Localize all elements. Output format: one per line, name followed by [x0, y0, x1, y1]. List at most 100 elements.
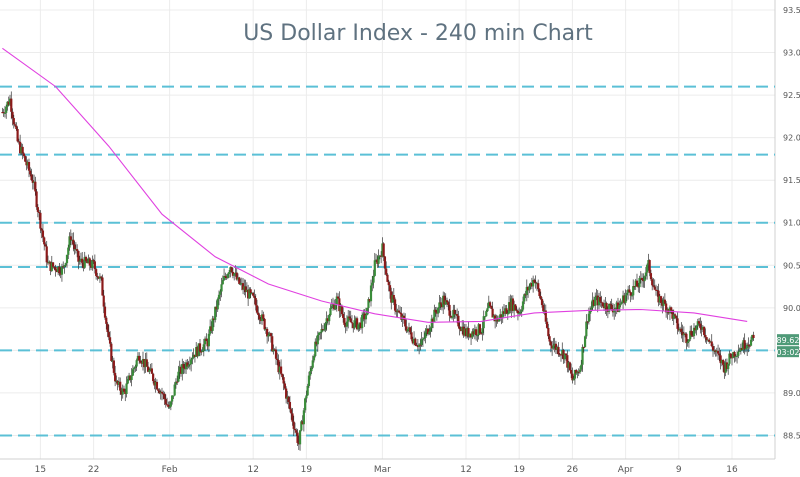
candle-down	[352, 323, 355, 329]
candle-down	[336, 296, 340, 299]
candle-up	[724, 362, 727, 373]
candle-down	[29, 170, 32, 175]
candle-down	[124, 391, 127, 395]
candle-up	[713, 350, 716, 352]
candle-down	[397, 310, 400, 313]
candle-up	[311, 360, 314, 368]
candle-down	[628, 289, 631, 293]
candle-down	[163, 393, 166, 400]
candle-up	[286, 396, 289, 399]
candle-up	[202, 344, 205, 351]
candle-up	[184, 362, 188, 370]
candle-down	[326, 318, 330, 322]
candle-down	[102, 295, 105, 307]
candle-up	[243, 286, 246, 290]
candle-up	[735, 355, 739, 357]
candle-up	[325, 318, 328, 324]
y-tick-label: 91.50	[783, 176, 800, 185]
candle-up	[454, 314, 457, 316]
candle-up	[727, 363, 730, 370]
moving-average-line	[2, 47, 748, 323]
candle-down	[562, 349, 565, 360]
candle-up	[706, 339, 710, 341]
candle-up	[587, 313, 590, 322]
candle-down	[17, 141, 20, 143]
candle-down	[114, 372, 117, 382]
candle-down	[600, 301, 603, 303]
candle-down	[502, 311, 506, 314]
candle-up	[632, 286, 635, 296]
candle-up	[485, 311, 488, 317]
candle-down	[257, 312, 260, 316]
candle-down	[254, 298, 257, 306]
candle-down	[193, 354, 197, 357]
candle-up	[91, 260, 94, 268]
candle-down	[295, 430, 298, 433]
candle-up	[268, 333, 271, 336]
candle-down	[411, 339, 414, 344]
candle-down	[106, 323, 109, 333]
candle-up	[692, 327, 696, 337]
candle-down	[691, 335, 694, 337]
candle-down	[453, 309, 456, 315]
candle-down	[241, 283, 245, 290]
candle-down	[129, 375, 132, 381]
candle-up	[504, 308, 507, 314]
candle-up	[510, 298, 513, 311]
y-tick-label: 93.50	[783, 6, 800, 15]
candle-up	[407, 327, 411, 330]
candle-down	[7, 101, 10, 105]
candle-up	[471, 331, 474, 338]
candle-down	[722, 359, 725, 365]
candle-up	[121, 388, 124, 395]
countdown-tag-label: 03:02	[776, 348, 799, 357]
candle-up	[452, 309, 455, 318]
candle-up	[374, 259, 378, 261]
candle-down	[558, 354, 561, 356]
candle-up	[377, 256, 380, 264]
candle-down	[276, 358, 279, 361]
candle-down	[343, 317, 346, 325]
candle-up	[149, 368, 152, 371]
candle-up	[220, 284, 223, 292]
candle-down	[155, 381, 159, 390]
candle-down	[704, 334, 707, 338]
candle-up	[728, 353, 731, 364]
candle-down	[349, 318, 352, 323]
candle-up	[732, 352, 735, 359]
candle-up	[450, 317, 454, 319]
candle-up	[709, 341, 712, 343]
candle-up	[678, 328, 682, 331]
candle-up	[595, 295, 598, 297]
candle-up	[312, 356, 316, 361]
candle-down	[723, 364, 726, 373]
candle-down	[27, 162, 31, 171]
candle-down	[743, 340, 746, 350]
candle-up	[79, 258, 83, 261]
candle-up	[316, 334, 319, 345]
candle-up	[329, 308, 332, 316]
chart-title: US Dollar Index - 240 min Chart	[243, 21, 593, 46]
candle-down	[103, 306, 107, 318]
candle-down	[108, 337, 112, 344]
candle-down	[198, 343, 202, 352]
candle-up	[614, 308, 617, 310]
candle-up	[304, 398, 307, 411]
candle-down	[700, 328, 703, 330]
candle-up	[203, 338, 207, 345]
candle-up	[135, 360, 138, 367]
candle-down	[542, 305, 545, 312]
candle-up	[486, 308, 489, 312]
candle-down	[46, 262, 50, 264]
candle-up	[391, 295, 394, 303]
candle-down	[656, 289, 659, 291]
candle-up	[461, 326, 464, 331]
candle-down	[288, 401, 292, 410]
candle-down	[699, 323, 702, 329]
candle-down	[653, 286, 656, 290]
candle-down	[400, 313, 403, 320]
candle-up	[525, 287, 528, 296]
candle-down	[564, 353, 568, 356]
candle-down	[139, 360, 142, 363]
candle-down	[606, 309, 609, 312]
